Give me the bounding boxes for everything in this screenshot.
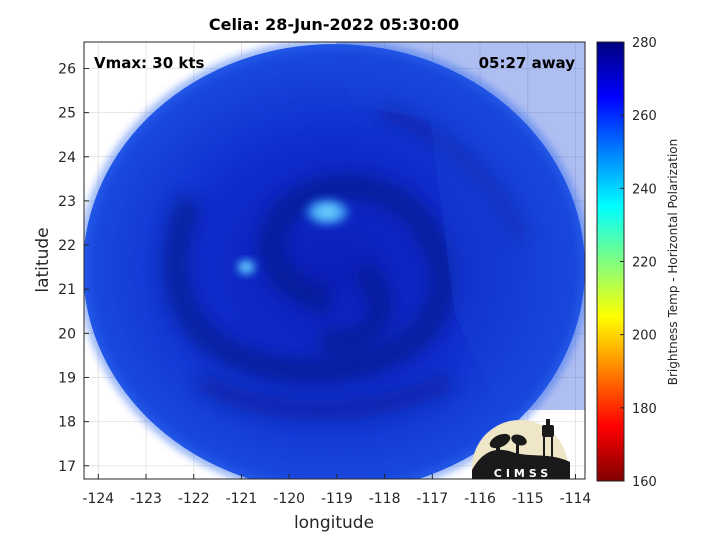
x-tick-label: -124 (82, 491, 114, 507)
cimss-logo: CIMSS (472, 419, 570, 480)
x-tick-label: -119 (321, 491, 353, 507)
annotation-time-away: 05:27 away (479, 54, 576, 72)
y-tick-label: 19 (58, 370, 76, 386)
colorbar-label: Brightness Temp - Horizontal Polarizatio… (666, 139, 680, 386)
y-tick-label: 26 (58, 61, 76, 77)
colorbar-ticks: 160 180 200 220 240 260 280 (620, 36, 657, 490)
x-tick-label: -121 (226, 491, 258, 507)
logo-text: CIMSS (494, 467, 552, 480)
x-tick-label: -123 (130, 491, 162, 507)
y-tick-label: 23 (58, 194, 76, 210)
x-tick-label: -115 (512, 491, 544, 507)
y-tick-label: 25 (58, 106, 76, 122)
warm-spot (301, 195, 354, 228)
x-tick-label: -116 (464, 491, 496, 507)
swath (84, 42, 585, 479)
plot-area: -124 -123 -122 -121 -120 -119 -118 -117 -116 -115… (58, 41, 591, 507)
warm-spot (234, 257, 259, 278)
y-tick-label: 21 (58, 282, 76, 298)
chart-title: Celia: 28-Jun-2022 05:30:00 (209, 15, 459, 34)
y-tick-label: 18 (58, 415, 76, 431)
y-axis-ticks: 17 18 19 20 21 22 23 24 25 26 (58, 61, 89, 475)
colorbar-tick-label: 280 (632, 36, 657, 51)
colorbar-tick-label: 220 (632, 256, 657, 271)
x-tick-label: -122 (178, 491, 210, 507)
colorbar: 160 180 200 220 240 260 280 Brightness Temp - … (596, 36, 680, 490)
colorbar-tick-label: 180 (632, 402, 657, 417)
y-tick-label: 17 (58, 459, 76, 475)
y-tick-label: 24 (58, 150, 76, 166)
logo-water-tower (542, 419, 554, 462)
x-tick-label: -120 (273, 491, 305, 507)
y-tick-label: 20 (58, 326, 76, 342)
swath-rim (84, 42, 585, 479)
x-tick-label: -114 (560, 491, 592, 507)
warm-spots (234, 195, 354, 278)
x-tick-label: -117 (416, 491, 448, 507)
colorbar-tick-label: 160 (632, 475, 657, 490)
swath-sector (336, 42, 585, 410)
colorbar-bar (596, 41, 625, 482)
colorbar-tick-label: 240 (632, 182, 657, 197)
x-axis-label: longitude (294, 513, 374, 533)
colorbar-tick-label: 200 (632, 329, 657, 344)
spiral-bands (163, 101, 529, 420)
colorbar-tick-label: 260 (632, 109, 657, 124)
x-tick-label: -118 (369, 491, 401, 507)
y-tick-label: 22 (58, 238, 76, 254)
logo-dish (489, 433, 527, 460)
y-axis-label: latitude (33, 227, 53, 292)
x-axis-ticks: -124 -123 -122 -121 -120 -119 -118 -117 -116 -115… (82, 474, 591, 507)
annotation-vmax: Vmax: 30 kts (94, 54, 204, 72)
plot-frame (83, 41, 586, 480)
